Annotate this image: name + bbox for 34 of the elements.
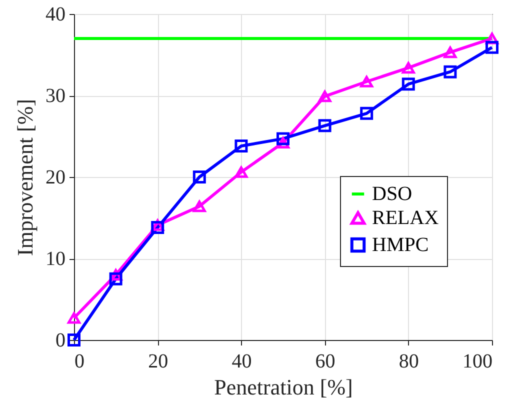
point [444,46,457,58]
y-axis-title: Improvement [%] [12,99,38,256]
point [360,76,374,88]
point [486,40,498,54]
point [318,119,332,132]
point [68,312,80,324]
point [109,272,122,286]
legend-label: HMPC [372,234,429,256]
point [402,78,415,91]
x-tick-label: 100 [462,350,492,372]
point [234,140,248,153]
point [151,221,164,234]
point [192,200,206,212]
legend-label: RELAX [372,207,440,229]
legend-label: DSO [372,183,412,205]
x-axis-title: Penetration [%] [214,374,353,400]
point [444,65,457,78]
x-tick-label: 60 [315,350,336,372]
point [234,166,248,178]
point [318,90,332,102]
point [360,106,374,120]
y-tick-label: 20 [46,166,66,188]
y-tick-label: 10 [46,248,66,270]
point [192,170,206,184]
point [276,132,290,146]
point [68,334,80,346]
y-tick-label: 30 [46,85,66,107]
y-tick-label: 40 [46,4,66,26]
x-tick-label: 0 [74,350,84,372]
point [402,62,415,74]
x-tick-label: 20 [148,350,168,372]
x-tick-label: 40 [232,350,252,372]
y-tick-label: 0 [56,330,66,352]
x-tick-label: 80 [398,350,419,372]
